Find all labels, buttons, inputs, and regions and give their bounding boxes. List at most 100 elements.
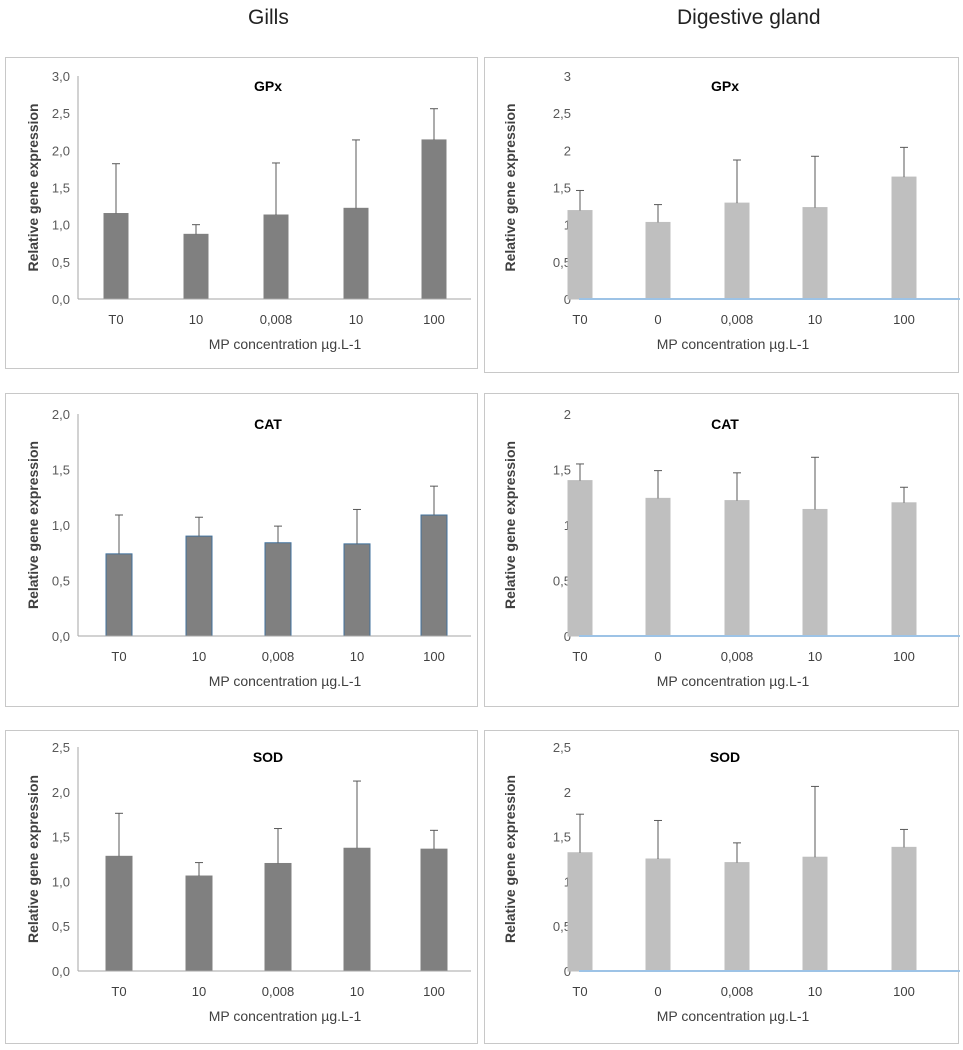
x-tick-label: 0,008: [721, 312, 754, 327]
x-tick-label: 100: [893, 984, 915, 999]
bar: [645, 221, 671, 300]
x-tick-label: T0: [572, 984, 587, 999]
bar: [420, 514, 448, 637]
digestive-gland-cat-chart: CAT 0 0,5 1 1,5 2 T0 0 0,008 10 100 MP concentratio…: [484, 393, 960, 707]
bar: [724, 500, 750, 637]
x-tick-label: 10: [808, 984, 822, 999]
x-tick-label: 0,008: [262, 649, 295, 664]
x-tick-label: 0: [654, 984, 661, 999]
y-tick-label: 2,0: [52, 407, 70, 422]
bar: [103, 213, 129, 300]
bar: [420, 848, 448, 972]
y-tick-label: 2,0: [52, 785, 70, 800]
bar: [343, 207, 369, 300]
bar: [645, 858, 671, 972]
x-tick-label: T0: [572, 312, 587, 327]
y-axis-label: Relative gene expression: [502, 441, 518, 609]
x-tick-label: T0: [572, 649, 587, 664]
y-tick-label: 1,5: [52, 830, 70, 845]
digestive-gland-sod-chart: SOD 0 0,5 1 1,5 2 2,5 T0 0 0,008 10 100 MP concentra…: [484, 730, 960, 1044]
digestive-gland-gpx-chart: GPx 0 0,5 1 1,5 2 2,5 3 T0 0 0,008 10 100 MP concentr…: [484, 57, 960, 373]
y-tick-label: 2,5: [52, 106, 70, 121]
y-tick-label: 1,5: [52, 463, 70, 478]
y-tick-label: 2: [564, 785, 571, 800]
x-tick-label: 10: [350, 649, 364, 664]
x-tick-label: 100: [423, 312, 445, 327]
x-tick-label: 100: [893, 649, 915, 664]
x-tick-label: 100: [893, 312, 915, 327]
x-axis-label: MP concentration µg.L-1: [657, 1008, 810, 1024]
bar: [891, 176, 917, 300]
y-axis-label: Relative gene expression: [502, 775, 518, 943]
x-axis-label: MP concentration µg.L-1: [657, 673, 810, 689]
chart-svg: CAT 0,0 0,5 1,0 1,5 2,0 T0 10 0,008 10 100 MP conce…: [25, 407, 471, 689]
x-tick-label: T0: [111, 984, 126, 999]
y-axis-label: Relative gene expression: [502, 103, 518, 271]
y-tick-label: 0,5: [553, 255, 571, 270]
x-tick-label: 0,008: [260, 312, 293, 327]
y-tick-label: 1: [564, 874, 571, 889]
x-tick-label: 0: [654, 649, 661, 664]
x-tick-label: 10: [350, 984, 364, 999]
y-axis-label: Relative gene expression: [25, 103, 41, 271]
x-tick-label: 10: [192, 649, 206, 664]
y-tick-label: 2: [564, 407, 571, 422]
y-tick-label: 0,5: [52, 574, 70, 589]
bar: [891, 846, 917, 972]
digestive-gland-column-heading: Digestive gland: [677, 6, 821, 29]
y-tick-label: 0,0: [52, 964, 70, 979]
x-axis-label: MP concentration µg.L-1: [209, 673, 362, 689]
bar: [724, 862, 750, 972]
y-tick-label: 3,0: [52, 69, 70, 84]
y-tick-label: 0,5: [553, 574, 571, 589]
x-tick-label: 0,008: [721, 649, 754, 664]
y-tick-label: 1: [564, 518, 571, 533]
x-axis-label: MP concentration µg.L-1: [209, 1008, 362, 1024]
y-tick-label: 0,5: [52, 255, 70, 270]
y-tick-label: 1,5: [553, 463, 571, 478]
bar: [567, 852, 593, 972]
x-tick-label: 10: [192, 984, 206, 999]
y-tick-label: 0: [564, 292, 571, 307]
y-tick-label: 0,0: [52, 292, 70, 307]
x-tick-label: 10: [349, 312, 363, 327]
chart-title: GPx: [711, 78, 739, 94]
y-tick-label: 0: [564, 964, 571, 979]
chart-title: SOD: [253, 749, 283, 765]
x-tick-label: 0,008: [721, 984, 754, 999]
bar: [183, 233, 209, 300]
y-tick-label: 2,5: [553, 106, 571, 121]
y-tick-label: 0,5: [553, 919, 571, 934]
bar: [802, 508, 828, 637]
bar: [343, 847, 371, 972]
bar: [802, 856, 828, 972]
bar: [724, 202, 750, 300]
y-tick-label: 1,0: [52, 218, 70, 233]
x-axis-label: MP concentration µg.L-1: [657, 336, 810, 352]
gills-column-heading: Gills: [248, 6, 289, 29]
chart-title: CAT: [254, 416, 282, 432]
chart-svg: GPx 0,0 0,5 1,0 1,5 2,0 2,5 3,0 T0 10 0,008 10 100 MP…: [25, 69, 471, 352]
x-tick-label: T0: [108, 312, 123, 327]
bar: [105, 855, 133, 972]
y-tick-label: 1,5: [52, 181, 70, 196]
y-tick-label: 1,0: [52, 874, 70, 889]
x-axis-label: MP concentration µg.L-1: [209, 336, 362, 352]
y-tick-label: 2,5: [553, 740, 571, 755]
bar: [185, 875, 213, 972]
x-tick-label: 0: [654, 312, 661, 327]
y-tick-label: 1,5: [553, 181, 571, 196]
y-tick-label: 2,0: [52, 143, 70, 158]
x-tick-label: 10: [808, 312, 822, 327]
bar: [105, 553, 133, 637]
y-tick-label: 1: [564, 218, 571, 233]
chart-svg: SOD 0,0 0,5 1,0 1,5 2,0 2,5 T0 10 0,008 10 100 MP co…: [25, 740, 471, 1024]
gills-gpx-chart: GPx 0,0 0,5 1,0 1,5 2,0 2,5 3,0 T0 10 0,008 10 100 MP…: [5, 57, 478, 369]
gills-cat-chart: CAT 0,0 0,5 1,0 1,5 2,0 T0 10 0,008 10 100 MP conce…: [5, 393, 478, 707]
bar: [802, 207, 828, 300]
y-tick-label: 0: [564, 629, 571, 644]
y-tick-label: 2: [564, 143, 571, 158]
